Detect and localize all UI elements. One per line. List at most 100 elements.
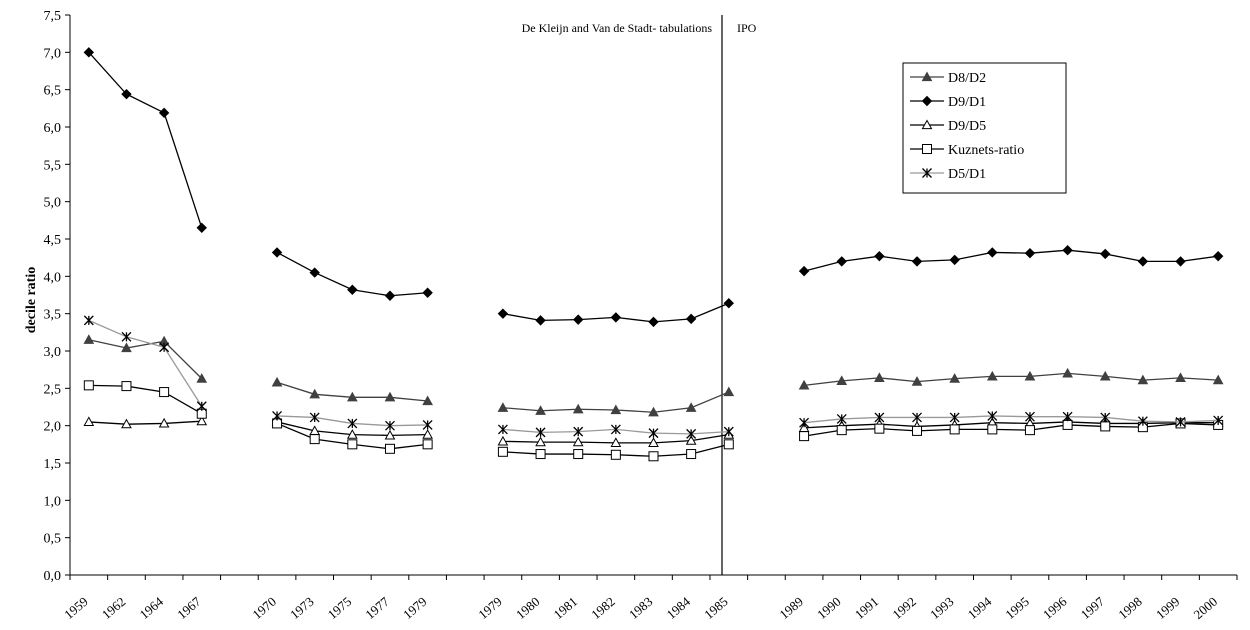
data-point bbox=[685, 313, 697, 325]
data-point bbox=[347, 439, 358, 450]
data-point bbox=[874, 250, 885, 262]
data-point bbox=[686, 449, 697, 460]
data-point bbox=[83, 334, 95, 344]
legend-label: D8/D2 bbox=[948, 71, 986, 86]
axes bbox=[69, 15, 1237, 576]
data-point bbox=[912, 412, 922, 423]
data-point bbox=[422, 287, 433, 298]
data-point bbox=[422, 419, 433, 430]
data-point bbox=[1175, 372, 1186, 382]
data-point bbox=[347, 284, 358, 295]
x-axis-ticks: 1959 1962 1964 1967 1970 1973 1975 1977 1979 1979… bbox=[61, 575, 1238, 622]
y-tick-label: 2,5 bbox=[44, 382, 62, 397]
data-point bbox=[1212, 374, 1224, 385]
x-tick-label: 1982 bbox=[588, 594, 618, 622]
data-point bbox=[384, 443, 395, 454]
data-point bbox=[1062, 411, 1073, 422]
data-point bbox=[686, 428, 697, 439]
data-point bbox=[1175, 256, 1186, 267]
legend: D8/D2 D9/D1 D9/D5 Kuznets-ratio D5/D1 bbox=[902, 62, 1067, 194]
x-tick-label: 1980 bbox=[513, 594, 543, 622]
x-tick-label: 1992 bbox=[889, 594, 919, 622]
legend-label: D9/D1 bbox=[948, 95, 986, 110]
data-point bbox=[121, 381, 132, 392]
data-point bbox=[1212, 250, 1224, 262]
x-tick-label: 1985 bbox=[701, 594, 731, 622]
annotation-ipo: IPO bbox=[737, 21, 757, 35]
data-point bbox=[385, 420, 395, 431]
y-tick-label: 5,5 bbox=[44, 158, 62, 173]
data-point bbox=[497, 402, 509, 412]
data-point bbox=[535, 449, 546, 460]
data-point bbox=[949, 424, 960, 435]
data-point bbox=[610, 437, 622, 447]
data-point bbox=[422, 395, 433, 406]
y-tick-label: 7,0 bbox=[44, 46, 62, 61]
y-tick-label: 0,0 bbox=[44, 569, 62, 584]
data-point bbox=[121, 331, 132, 342]
x-tick-label: 1977 bbox=[362, 593, 392, 622]
y-tick-label: 5,0 bbox=[44, 196, 62, 211]
y-tick-label: 1,5 bbox=[44, 457, 62, 472]
x-tick-label: 1994 bbox=[965, 593, 995, 622]
data-point bbox=[159, 387, 170, 398]
legend-box bbox=[902, 62, 1067, 194]
x-tick-label: 1993 bbox=[927, 594, 957, 622]
data-point bbox=[836, 256, 847, 267]
series-d8-d2 bbox=[83, 334, 1224, 417]
x-tick-label: 1991 bbox=[852, 594, 882, 622]
data-point bbox=[196, 401, 207, 412]
x-tick-label: 1979 bbox=[400, 594, 430, 622]
x-tick-label: 2000 bbox=[1191, 594, 1221, 622]
data-point bbox=[1213, 415, 1224, 426]
x-tick-label: 1975 bbox=[325, 594, 355, 622]
y-tick-label: 3,0 bbox=[44, 345, 62, 360]
data-point bbox=[573, 314, 584, 325]
data-point bbox=[610, 312, 622, 323]
data-point bbox=[911, 256, 923, 267]
data-point bbox=[535, 315, 546, 326]
x-tick-label: 1983 bbox=[626, 594, 656, 622]
y-tick-label: 4,0 bbox=[44, 270, 62, 285]
data-point bbox=[309, 412, 320, 423]
data-point bbox=[949, 373, 961, 383]
data-point bbox=[1062, 244, 1073, 256]
data-point bbox=[497, 446, 508, 457]
data-point bbox=[799, 431, 810, 442]
data-point bbox=[921, 71, 933, 82]
series-line bbox=[88, 319, 203, 407]
y-tick-label: 6,0 bbox=[44, 121, 62, 136]
data-point bbox=[309, 267, 320, 278]
data-point bbox=[535, 427, 546, 438]
data-point bbox=[921, 95, 933, 107]
data-point bbox=[158, 417, 170, 428]
legend-label: D5/D1 bbox=[948, 167, 986, 182]
legend-label: D9/D5 bbox=[948, 119, 986, 134]
data-point bbox=[196, 373, 208, 383]
series-line bbox=[88, 384, 203, 415]
series-d9-d1 bbox=[83, 47, 1224, 328]
series-d5-d1 bbox=[83, 315, 1224, 439]
data-point bbox=[573, 449, 584, 460]
data-point bbox=[196, 222, 207, 234]
data-point bbox=[987, 424, 998, 435]
data-point bbox=[497, 424, 508, 435]
data-point bbox=[384, 290, 396, 301]
data-point bbox=[949, 412, 960, 423]
series-line bbox=[803, 422, 1219, 437]
data-point bbox=[346, 391, 358, 402]
data-point bbox=[723, 426, 734, 437]
data-point bbox=[384, 429, 396, 440]
data-point bbox=[922, 168, 932, 178]
data-point bbox=[986, 370, 998, 381]
data-point bbox=[987, 247, 998, 258]
x-tick-label: 1970 bbox=[249, 594, 279, 622]
data-point bbox=[159, 342, 170, 353]
data-point bbox=[1024, 370, 1036, 381]
data-point bbox=[573, 426, 584, 437]
annotation-de-kleijn: De Kleijn and Van de Stadt- tabulations bbox=[522, 21, 713, 35]
legend-label: Kuznets-ratio bbox=[948, 143, 1024, 158]
data-point bbox=[572, 436, 584, 447]
series-line bbox=[804, 421, 1219, 429]
data-point bbox=[836, 375, 848, 385]
